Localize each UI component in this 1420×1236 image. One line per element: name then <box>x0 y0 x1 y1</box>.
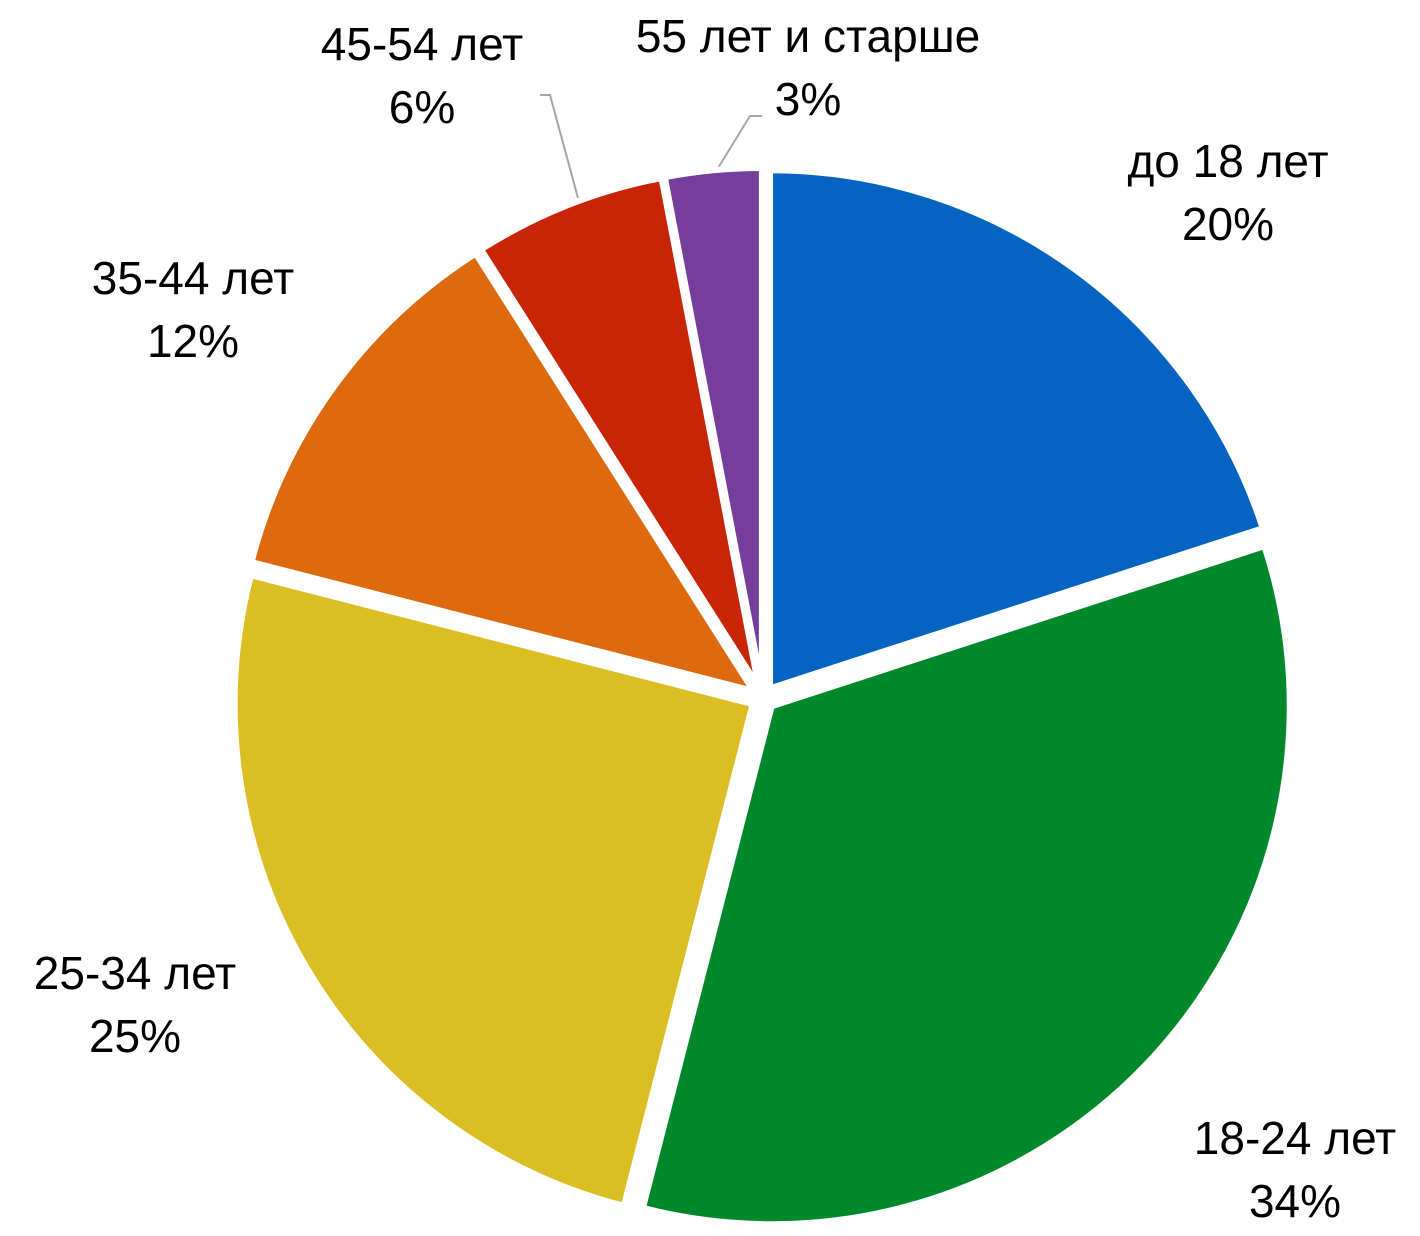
pie-slice <box>247 249 760 696</box>
slice-value-label: 12% <box>147 315 239 367</box>
pie-slice <box>231 571 757 1210</box>
slice-label: 25-34 лет <box>34 947 236 999</box>
slice-value-label: 25% <box>89 1010 181 1062</box>
slice-label: 45-54 лет <box>321 18 523 70</box>
slice-value-label: 34% <box>1249 1175 1341 1227</box>
slice-value-label: 20% <box>1182 198 1274 250</box>
slice-label: до 18 лет <box>1127 135 1328 187</box>
pie-slice <box>767 167 1267 693</box>
slice-value-label: 3% <box>775 73 841 125</box>
slice-value-label: 6% <box>389 81 455 133</box>
pie-slice <box>476 174 762 689</box>
leader-line <box>717 115 762 169</box>
slice-label: 55 лет и старше <box>636 10 980 62</box>
pie-slice <box>639 542 1293 1228</box>
slice-label: 18-24 лет <box>1194 1112 1396 1164</box>
pie-slice <box>661 165 765 687</box>
leader-line <box>540 94 579 199</box>
slice-label: 35-44 лет <box>92 252 294 304</box>
